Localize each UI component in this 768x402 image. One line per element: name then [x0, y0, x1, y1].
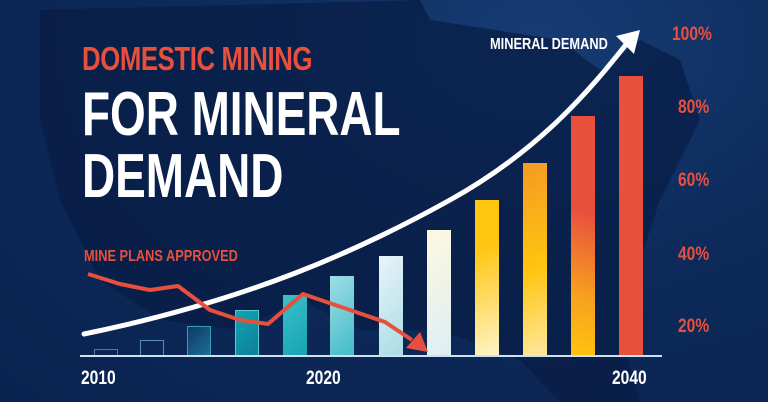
x-axis-line: [80, 355, 662, 357]
mine-plans-line: [87, 272, 414, 342]
bar-7: [379, 256, 403, 356]
y-tick-80: 80%: [678, 97, 710, 118]
y-tick-100: 100%: [672, 24, 712, 45]
y-tick-40: 40%: [678, 244, 710, 265]
mineral-demand-curve: [81, 39, 631, 337]
x-tick-2010: 2010: [81, 368, 116, 389]
bar-9: [475, 200, 499, 356]
x-tick-2020: 2020: [306, 368, 341, 389]
bar-12: [619, 76, 643, 356]
bar-8: [427, 230, 451, 356]
x-tick-2040: 2040: [612, 368, 647, 389]
bar-10: [523, 163, 547, 356]
bar-11: [571, 116, 595, 356]
mineral-demand-arrowhead: [616, 30, 640, 54]
mine-plans-arrowhead: [406, 332, 428, 352]
mine-plans-label: MINE PLANS APPROVED: [84, 248, 238, 265]
bar-6: [330, 276, 354, 356]
title-line-2: FOR MINERAL: [82, 80, 401, 149]
title-line-1: DOMESTIC MINING: [82, 40, 313, 77]
title-line-3: DEMAND: [82, 142, 284, 211]
y-tick-20: 20%: [678, 316, 710, 337]
y-tick-60: 60%: [678, 170, 710, 191]
mineral-demand-label: MINERAL DEMAND: [490, 36, 608, 53]
